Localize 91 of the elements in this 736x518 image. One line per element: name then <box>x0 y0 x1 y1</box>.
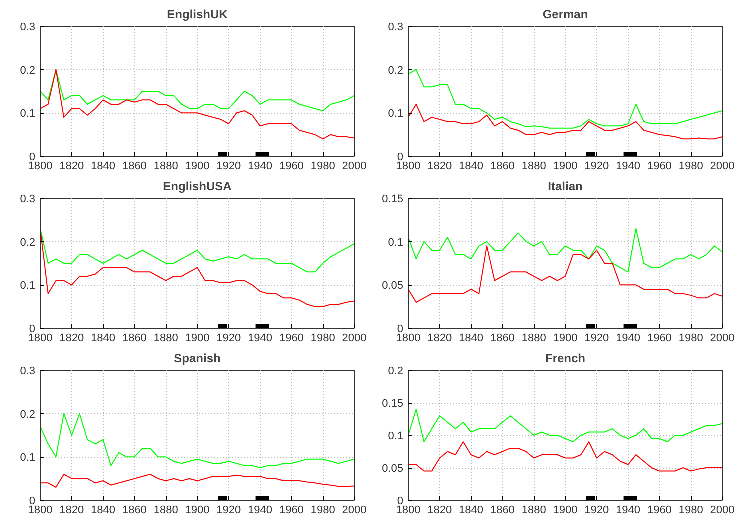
x-tick-label: 1880 <box>154 332 178 344</box>
x-tick-label: 2000 <box>342 160 367 172</box>
x-tick-label: 1960 <box>279 160 304 172</box>
x-tick-label: 1920 <box>584 160 610 172</box>
y-tick-label: 0.2 <box>388 64 404 77</box>
x-tick-label: 1860 <box>490 160 515 172</box>
y-tick-label: 0.2 <box>20 64 36 77</box>
chart-title: Spanish <box>174 352 221 366</box>
x-tick-label: 1980 <box>678 504 704 516</box>
y-tick-label: 0.1 <box>388 236 404 249</box>
y-tick-label: 0.2 <box>20 236 36 249</box>
y-tick-label: 0.3 <box>388 22 404 34</box>
y-tick-label: 0.15 <box>382 194 404 206</box>
x-tick-label: 1860 <box>122 332 147 344</box>
x-tick-label: 1980 <box>310 504 336 516</box>
x-tick-label: 1900 <box>185 504 210 516</box>
x-tick-label: 1960 <box>647 160 672 172</box>
x-tick-label: 1900 <box>553 504 578 516</box>
x-tick-label: 1840 <box>459 160 484 172</box>
x-tick-label: 1960 <box>647 332 672 344</box>
x-tick-label: 1880 <box>522 160 546 172</box>
y-tick-label: 0.2 <box>388 366 404 378</box>
chart-title: EnglishUSA <box>163 180 232 194</box>
y-tick-label: 0.05 <box>382 463 404 475</box>
x-tick-label: 1880 <box>522 504 546 516</box>
x-tick-label: 2000 <box>710 160 735 172</box>
x-tick-label: 1820 <box>60 332 84 344</box>
x-tick-label: 1840 <box>91 504 116 516</box>
x-tick-label: 2000 <box>710 332 735 344</box>
x-tick-label: 1940 <box>248 160 273 172</box>
x-tick-label: 1860 <box>122 504 147 516</box>
x-tick-label: 1840 <box>459 504 484 516</box>
y-tick-label: 0.1 <box>388 430 404 442</box>
y-tick-label: 0.05 <box>382 280 404 292</box>
y-tick-label: 0.1 <box>20 280 36 292</box>
x-tick-label: 1800 <box>28 504 53 516</box>
x-tick-label: 2000 <box>342 332 367 344</box>
x-tick-label: 1980 <box>310 332 336 344</box>
x-tick-label: 1940 <box>616 504 641 516</box>
y-tick-label: 0.3 <box>20 366 36 378</box>
x-tick-label: 1980 <box>310 160 336 172</box>
x-tick-label: 1940 <box>248 504 273 516</box>
chart-title: German <box>542 8 588 22</box>
chart-title: French <box>545 352 586 366</box>
x-tick-label: 1880 <box>154 160 178 172</box>
y-tick-label: 0.3 <box>20 194 36 206</box>
x-tick-label: 1860 <box>490 332 515 344</box>
x-tick-label: 1980 <box>678 332 704 344</box>
x-tick-label: 1840 <box>91 160 116 172</box>
x-tick-label: 1960 <box>647 504 672 516</box>
x-tick-label: 1820 <box>428 332 452 344</box>
x-tick-label: 1820 <box>428 504 452 516</box>
x-tick-label: 1940 <box>616 332 641 344</box>
x-tick-label: 1840 <box>459 332 484 344</box>
x-tick-label: 1900 <box>553 160 578 172</box>
x-tick-label: 1920 <box>216 160 242 172</box>
x-tick-label: 1800 <box>28 332 53 344</box>
x-tick-label: 1880 <box>522 332 546 344</box>
y-tick-label: 0.1 <box>388 108 404 120</box>
x-tick-label: 1840 <box>91 332 116 344</box>
x-tick-label: 1960 <box>279 504 304 516</box>
x-tick-label: 1920 <box>584 504 610 516</box>
x-tick-label: 1860 <box>122 160 147 172</box>
x-tick-label: 1800 <box>28 160 53 172</box>
x-tick-label: 1900 <box>553 332 578 344</box>
x-tick-label: 1980 <box>678 160 704 172</box>
y-tick-label: 0.15 <box>382 398 404 410</box>
x-tick-label: 1960 <box>279 332 304 344</box>
x-tick-label: 1940 <box>248 332 273 344</box>
x-tick-label: 1920 <box>584 332 610 344</box>
x-tick-label: 1920 <box>216 332 242 344</box>
x-tick-label: 1900 <box>185 160 210 172</box>
x-tick-label: 1800 <box>396 332 421 344</box>
x-tick-label: 1920 <box>216 504 242 516</box>
x-tick-label: 2000 <box>342 504 367 516</box>
chart-title: EnglishUK <box>167 8 228 22</box>
x-tick-label: 1880 <box>154 504 178 516</box>
chart-title: Italian <box>548 180 583 194</box>
x-tick-label: 1900 <box>185 332 210 344</box>
x-tick-label: 1820 <box>60 160 84 172</box>
x-tick-label: 1820 <box>428 160 452 172</box>
y-tick-label: 0.1 <box>20 108 36 120</box>
y-tick-label: 0.2 <box>20 408 36 421</box>
y-tick-label: 0.3 <box>20 22 36 34</box>
x-tick-label: 1800 <box>396 504 421 516</box>
y-tick-label: 0.1 <box>20 452 36 464</box>
x-tick-label: 1940 <box>616 160 641 172</box>
x-tick-label: 1820 <box>60 504 84 516</box>
x-tick-label: 1800 <box>396 160 421 172</box>
x-tick-label: 2000 <box>710 504 735 516</box>
x-tick-label: 1860 <box>490 504 515 516</box>
